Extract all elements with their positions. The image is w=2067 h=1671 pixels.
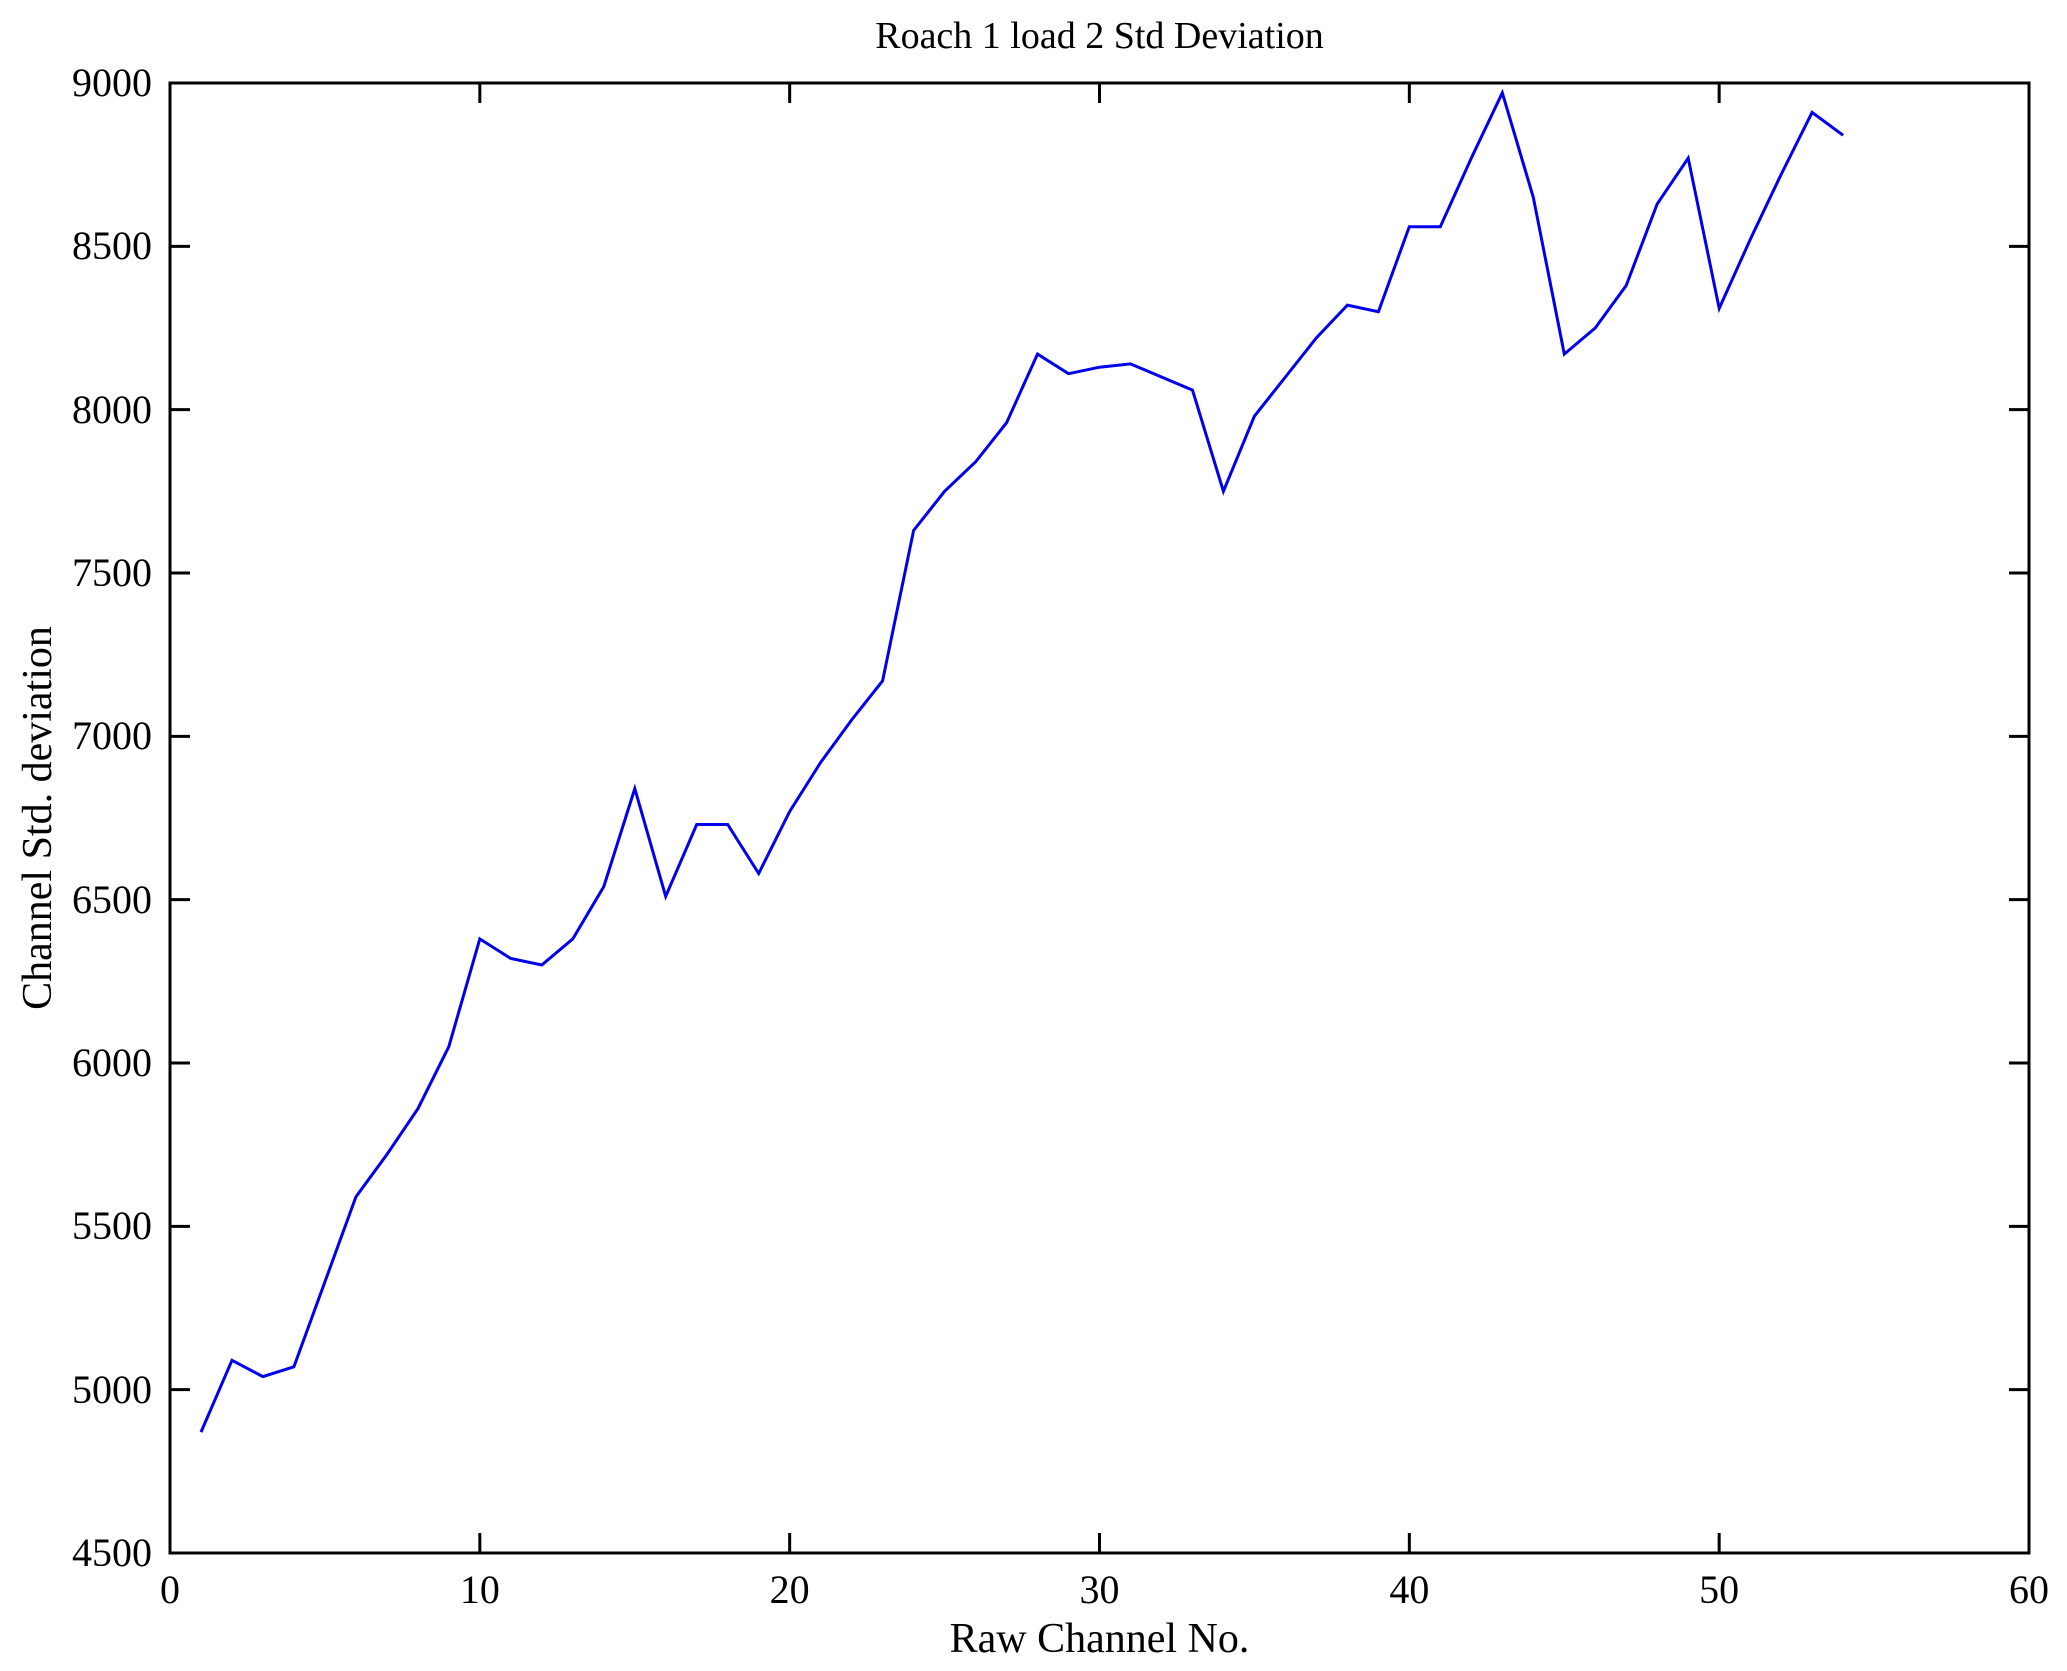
- x-tick-label: 10: [459, 1567, 500, 1612]
- x-tick-label: 30: [1079, 1567, 1120, 1612]
- chart-title: Roach 1 load 2 Std Deviation: [875, 15, 1324, 57]
- x-tick-label: 20: [769, 1567, 810, 1612]
- y-tick-label: 4500: [72, 1530, 152, 1575]
- y-tick-label: 7000: [72, 713, 152, 759]
- y-tick-label: 5500: [72, 1203, 152, 1249]
- x-tick-label: 50: [1699, 1567, 1740, 1612]
- y-axis-label: Channel Std. deviation: [14, 626, 61, 1010]
- x-axis-label: Raw Channel No.: [949, 1616, 1250, 1662]
- plot-border: [168, 81, 2031, 1555]
- y-tick-label: 6000: [72, 1040, 152, 1085]
- x-tick-label: 60: [2009, 1567, 2049, 1612]
- y-tick-label: 8000: [72, 386, 152, 432]
- x-tick-label: 0: [160, 1567, 180, 1612]
- data-line: [199, 88, 1844, 1433]
- y-tick-label: 7500: [72, 550, 152, 595]
- y-tick-label: 9000: [72, 60, 152, 105]
- x-tick-label: 40: [1389, 1567, 1430, 1612]
- y-tick-label: 8500: [72, 223, 152, 269]
- y-tick-label: 5000: [72, 1366, 152, 1412]
- y-tick-label: 6500: [72, 876, 152, 922]
